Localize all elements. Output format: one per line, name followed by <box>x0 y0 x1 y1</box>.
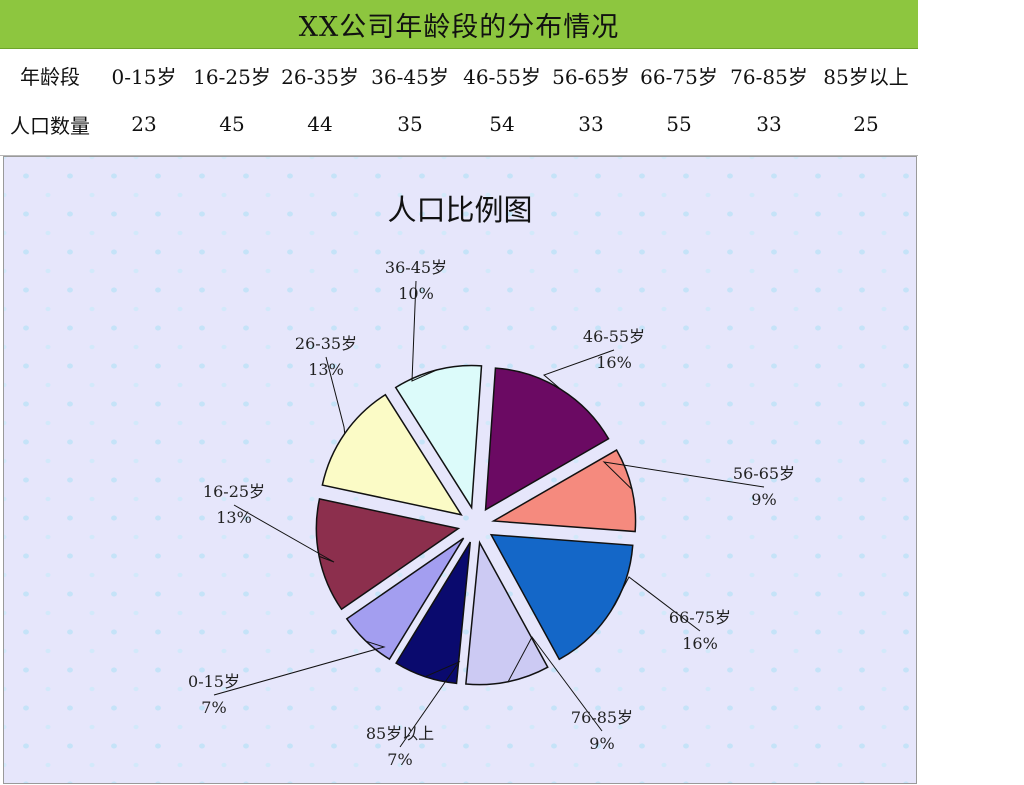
slice-percent-label: 13% <box>216 508 252 527</box>
population-cell: 54 <box>489 112 515 136</box>
leader-line-4 <box>399 660 461 748</box>
age-group-cell: 76-85岁 <box>730 64 808 89</box>
age-group-label: 年龄段 <box>20 64 80 89</box>
slice-category-label: 0-15岁 <box>188 672 240 691</box>
pie-chart: 46-55岁 16% 56-65岁 9% 66-75岁 16% 76-85岁 9% 85岁以上 7… <box>188 258 795 769</box>
slice-category-label: 16-25岁 <box>203 482 265 501</box>
age-group-cell: 0-15岁 <box>111 64 177 89</box>
leader-line-0 <box>543 349 615 390</box>
age-group-cell: 46-55岁 <box>463 64 541 89</box>
leader-line-2 <box>610 576 701 632</box>
population-cell: 33 <box>756 112 782 136</box>
age-group-cell: 36-45岁 <box>371 64 449 89</box>
population-cell: 55 <box>666 112 692 136</box>
age-group-cell: 66-75岁 <box>640 64 718 89</box>
population-cell: 25 <box>853 112 879 136</box>
chart-title: 人口比例图 <box>387 193 533 227</box>
leader-line-8 <box>411 280 438 382</box>
sheet-title-bar: XX公司年龄段的分布情况 <box>0 0 918 49</box>
pie-slice-5[interactable] <box>345 537 465 661</box>
slice-percent-label: 13% <box>308 360 344 379</box>
slice-category-label: 76-85岁 <box>571 708 633 727</box>
leader-line-5 <box>213 640 386 696</box>
population-cell: 23 <box>131 112 157 136</box>
leader-line-7 <box>325 356 346 434</box>
age-group-cell: 56-65岁 <box>552 64 630 89</box>
population-cell: 33 <box>578 112 604 136</box>
sheet-title: XX公司年龄段的分布情况 <box>298 11 620 43</box>
population-cell: 35 <box>397 112 423 136</box>
slice-category-label: 26-35岁 <box>295 334 357 353</box>
chart-area[interactable]: 人口比例图 46-55岁 16% 56-65岁 9% 66-75岁 16% 76-85岁 9%… <box>3 156 917 784</box>
age-group-cell: 16-25岁 <box>193 64 271 89</box>
slice-category-label: 36-45岁 <box>385 258 447 277</box>
population-cell: 44 <box>307 112 333 136</box>
age-group-row: 年龄段 0-15岁 16-25岁 26-35岁 36-45岁 46-55岁 56-65岁 66… <box>0 55 918 95</box>
leader-line-6 <box>233 504 335 563</box>
pie-slice-0[interactable] <box>484 367 610 512</box>
age-group-cell: 26-35岁 <box>281 64 359 89</box>
slice-percent-label: 9% <box>751 490 776 509</box>
slice-category-label: 66-75岁 <box>669 608 731 627</box>
slice-category-label: 46-55岁 <box>583 327 645 346</box>
divider <box>0 155 918 156</box>
population-label: 人口数量 <box>10 113 90 138</box>
population-row: 人口数量 23 45 44 35 54 33 55 33 25 <box>0 104 918 144</box>
leader-line-3 <box>507 636 603 732</box>
age-group-cell: 85岁以上 <box>823 64 909 89</box>
slice-percent-label: 7% <box>201 698 226 717</box>
slice-category-label: 56-65岁 <box>733 464 795 483</box>
slice-percent-label: 16% <box>682 634 718 653</box>
slice-percent-label: 10% <box>398 284 434 303</box>
slice-percent-label: 9% <box>589 734 614 753</box>
slice-percent-label: 7% <box>387 750 412 769</box>
slice-percent-label: 16% <box>596 353 632 372</box>
leader-line-1 <box>602 461 765 490</box>
population-cell: 45 <box>219 112 245 136</box>
slice-category-label: 85岁以上 <box>366 724 434 743</box>
